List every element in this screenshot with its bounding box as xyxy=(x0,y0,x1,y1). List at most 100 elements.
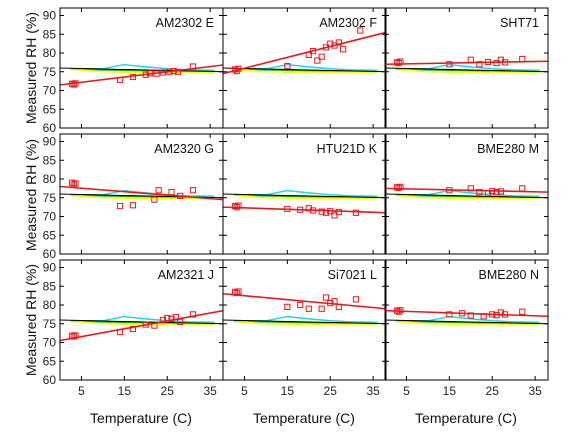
panel-1: 60 65 70 75 80 85 90 AM2302 E xyxy=(43,7,224,135)
y-tick-label: 90 xyxy=(43,261,57,275)
data-point xyxy=(476,189,483,196)
panel-title: AM2320 G xyxy=(154,142,214,156)
data-point xyxy=(72,180,79,187)
fit-line xyxy=(385,309,548,318)
data-point xyxy=(335,208,342,216)
y-tick-label: 75 xyxy=(43,65,57,79)
data-point xyxy=(497,188,504,195)
fit-line xyxy=(60,185,223,201)
y-tick-label: 80 xyxy=(43,46,57,60)
y-tick-label: 85 xyxy=(43,27,57,41)
x-tick-label: 5 xyxy=(403,384,410,398)
data-point xyxy=(327,208,334,215)
plot-area xyxy=(60,309,223,342)
data-point xyxy=(446,187,453,194)
data-point xyxy=(129,73,137,81)
fit-line xyxy=(60,309,223,342)
data-point xyxy=(393,307,401,314)
xlabel-col-1: Temperature (C) xyxy=(90,410,192,426)
y-tick-label: 60 xyxy=(43,121,57,135)
reference-line-yellow xyxy=(395,194,540,200)
x-tick-label: 5 xyxy=(78,384,85,398)
data-point xyxy=(297,206,304,213)
panel-9: 5 15 25 35 BME280 N xyxy=(384,259,549,398)
xlabel-col-3: Temperature (C) xyxy=(415,410,517,426)
y-tick-label: 85 xyxy=(43,279,57,293)
data-point xyxy=(168,189,175,196)
plot-area xyxy=(385,183,548,200)
data-point xyxy=(467,312,474,319)
data-point xyxy=(322,44,330,51)
data-point xyxy=(129,202,137,209)
data-point xyxy=(318,208,325,215)
data-point xyxy=(309,207,317,214)
data-point xyxy=(519,308,526,315)
data-point xyxy=(172,313,179,321)
data-point xyxy=(335,39,342,46)
reference-line-black xyxy=(385,319,548,325)
panel-title: AM2321 J xyxy=(158,268,214,282)
data-point xyxy=(153,70,160,77)
data-point xyxy=(170,67,177,75)
y-tick-label: 75 xyxy=(43,317,57,331)
reference-line-yellow xyxy=(70,194,215,200)
data-point xyxy=(305,305,312,312)
x-tick-label: 5 xyxy=(241,384,248,398)
data-point xyxy=(189,63,197,70)
data-point xyxy=(146,70,154,77)
data-point xyxy=(151,322,158,329)
data-point xyxy=(352,296,360,303)
ylabel-row-3: Measured RH (%) xyxy=(23,264,39,376)
data-point xyxy=(309,48,317,55)
panel-title: Si7021 L xyxy=(328,268,377,282)
plot-area xyxy=(223,189,386,219)
data-point xyxy=(174,69,182,76)
data-point xyxy=(235,202,242,209)
reference-line-black xyxy=(223,319,386,325)
reference-line-yellow xyxy=(395,68,540,74)
data-point xyxy=(70,181,77,188)
plot-area xyxy=(385,55,548,74)
data-point xyxy=(395,308,402,315)
data-point xyxy=(352,209,360,216)
data-point xyxy=(129,325,137,333)
x-tick-label: 15 xyxy=(118,384,132,398)
data-point xyxy=(519,55,526,63)
data-point xyxy=(155,187,162,194)
data-point xyxy=(519,185,526,192)
data-point xyxy=(489,187,496,195)
data-point xyxy=(177,318,184,325)
data-point xyxy=(68,179,76,186)
data-point xyxy=(231,288,239,295)
data-point xyxy=(327,300,334,307)
reference-line-yellow xyxy=(395,320,540,326)
data-point xyxy=(68,80,76,87)
data-point xyxy=(397,307,404,314)
data-point xyxy=(397,58,404,65)
data-point xyxy=(164,315,171,322)
data-point xyxy=(467,185,474,192)
data-point xyxy=(446,311,453,318)
data-point xyxy=(340,46,347,53)
data-point xyxy=(331,298,338,305)
x-tick-label: 15 xyxy=(281,384,295,398)
reference-line-black xyxy=(60,67,223,73)
plot-area xyxy=(385,307,548,326)
data-point xyxy=(493,60,500,67)
data-point xyxy=(467,56,474,63)
data-point xyxy=(484,58,492,66)
data-point xyxy=(297,301,304,309)
data-point xyxy=(395,184,402,192)
fit-line xyxy=(60,64,223,86)
reference-line-yellow xyxy=(233,320,378,326)
reference-line-yellow xyxy=(233,194,378,200)
reference-line-black xyxy=(385,67,548,73)
panel-8: 5 15 25 35 Si7021 L xyxy=(222,259,387,398)
data-point xyxy=(159,316,167,324)
data-point xyxy=(327,40,334,47)
data-point xyxy=(72,80,79,87)
x-tick-label: 35 xyxy=(528,384,542,398)
data-point xyxy=(502,311,509,318)
data-point xyxy=(233,204,240,211)
panel-title: HTU21D K xyxy=(317,142,378,156)
